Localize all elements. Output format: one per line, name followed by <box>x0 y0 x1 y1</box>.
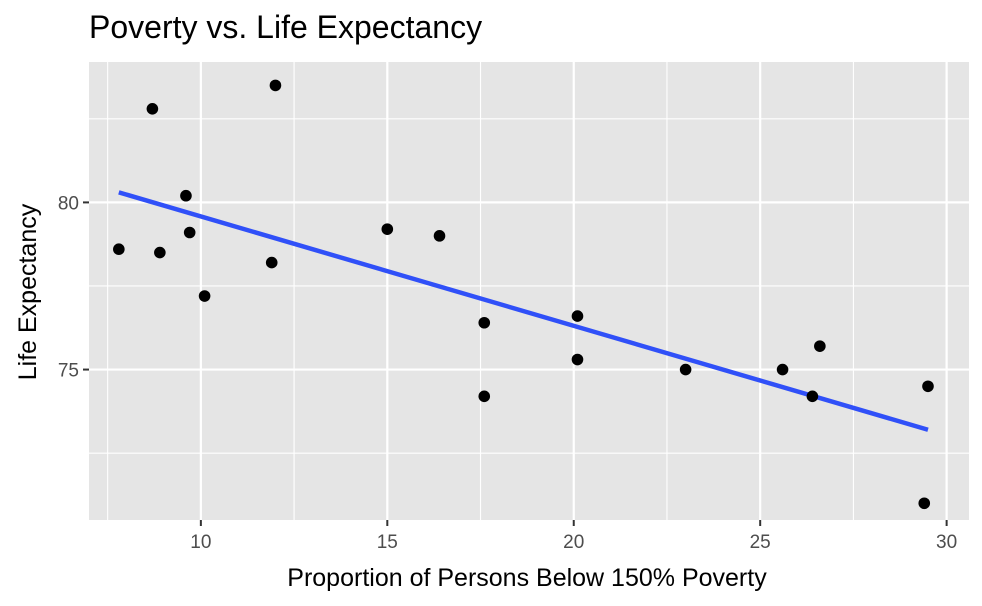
data-point <box>918 497 931 510</box>
data-point <box>571 310 584 322</box>
y-axis: 75 80 <box>58 193 89 382</box>
data-points <box>113 79 934 510</box>
x-tick-label: 20 <box>563 532 584 553</box>
y-tick-label: 75 <box>58 361 79 382</box>
x-tick-label: 30 <box>936 532 957 553</box>
data-point <box>146 103 159 115</box>
major-gridlines <box>89 62 969 520</box>
x-tick-label: 25 <box>750 532 771 553</box>
data-point <box>433 230 446 242</box>
data-point <box>776 363 789 376</box>
x-tick-label: 15 <box>377 532 398 553</box>
data-point <box>198 290 211 302</box>
y-axis-title: Life Expectancy <box>14 203 42 380</box>
data-point <box>922 380 934 393</box>
chart-title: Poverty vs. Life Expectancy <box>89 9 482 45</box>
data-point <box>113 243 125 256</box>
trend-line <box>118 190 929 432</box>
data-point <box>814 340 826 352</box>
x-axis-title: Proportion of Persons Below 150% Poverty <box>287 564 767 592</box>
data-point <box>679 363 692 376</box>
minor-gridlines <box>89 62 969 520</box>
data-point <box>265 256 278 269</box>
x-tick-label: 10 <box>190 532 211 553</box>
data-point <box>180 189 192 202</box>
data-point <box>806 390 819 403</box>
plot-panel <box>89 62 969 520</box>
trend-line-group <box>118 190 929 432</box>
data-point <box>478 390 491 403</box>
y-tick-label: 80 <box>58 193 79 214</box>
data-point <box>269 79 282 92</box>
x-axis: 10 15 20 25 30 <box>190 520 957 553</box>
data-point <box>571 353 584 366</box>
data-point <box>478 316 491 329</box>
data-point <box>381 223 394 235</box>
data-point <box>154 246 166 259</box>
data-point <box>183 226 196 239</box>
